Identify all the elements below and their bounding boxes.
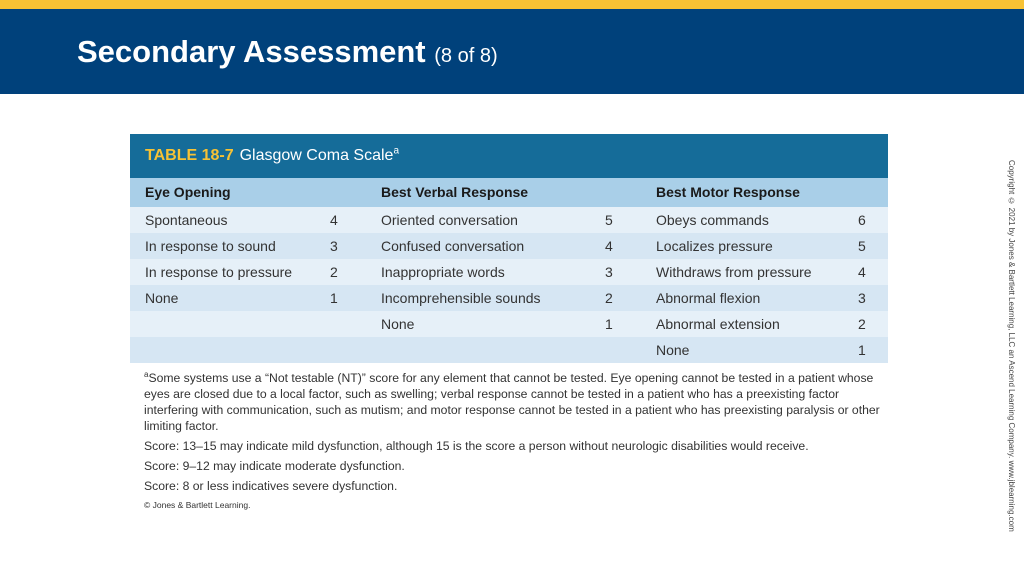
- motor-score: 4: [858, 264, 866, 280]
- motor-cell: Abnormal extension: [656, 316, 780, 332]
- verbal-score: 3: [605, 264, 613, 280]
- eye-score: [330, 337, 366, 363]
- table-title-bar: TABLE 18-7 Glasgow Coma Scalea: [130, 134, 888, 178]
- table-footnote: aSome systems use a “Not testable (NT)” …: [144, 370, 884, 434]
- score-moderate: Score: 9–12 may indicate moderate dysfun…: [144, 459, 405, 473]
- table-credit: © Jones & Bartlett Learning.: [144, 500, 251, 510]
- motor-cell: Obeys commands: [656, 212, 769, 228]
- copyright-notice: Copyright © 2021 by Jones & Bartlett Lea…: [1007, 160, 1016, 532]
- slide-title: Secondary Assessment (8 of 8): [77, 34, 498, 74]
- header-motor-response: Best Motor Response: [656, 184, 800, 200]
- eye-score: [330, 311, 366, 337]
- eye-score: 2: [330, 264, 338, 280]
- footnote-text: Some systems use a “Not testable (NT)” s…: [144, 371, 880, 433]
- verbal-cell: [366, 337, 605, 363]
- verbal-cell: Oriented conversation: [381, 212, 518, 228]
- motor-cell: Withdraws from pressure: [656, 264, 812, 280]
- table-header-row: Eye Opening Best Verbal Response Best Mo…: [130, 178, 888, 207]
- verbal-score: 4: [605, 238, 613, 254]
- verbal-cell: None: [381, 316, 415, 332]
- table-row: None 1 Abnormal extension 2: [130, 311, 888, 337]
- motor-score: 6: [858, 212, 866, 228]
- motor-score: 5: [858, 238, 866, 254]
- verbal-cell: Confused conversation: [381, 238, 525, 254]
- slide-header: [0, 9, 1024, 94]
- table-row: In response to pressure 2 Inappropriate …: [130, 259, 888, 285]
- motor-score: 1: [858, 342, 866, 358]
- verbal-score: [605, 337, 641, 363]
- table-caption-footnote-mark: a: [393, 145, 400, 157]
- eye-cell: In response to pressure: [145, 264, 293, 280]
- motor-score: 2: [858, 316, 866, 332]
- eye-cell: [130, 311, 330, 337]
- motor-score: 3: [858, 290, 866, 306]
- top-accent-stripe: [0, 0, 1024, 9]
- slide-title-text: Secondary Assessment: [77, 34, 426, 69]
- table-row: Spontaneous 4 Oriented conversation 5 Ob…: [130, 207, 888, 233]
- glasgow-coma-table: TABLE 18-7 Glasgow Coma Scalea Eye Openin…: [130, 134, 888, 363]
- eye-score: 3: [330, 238, 338, 254]
- eye-cell: Spontaneous: [145, 212, 228, 228]
- verbal-cell: Incomprehensible sounds: [381, 290, 541, 306]
- header-eye-opening: Eye Opening: [145, 184, 231, 200]
- table-notes: aSome systems use a “Not testable (NT)” …: [144, 370, 884, 511]
- eye-score: 4: [330, 212, 338, 228]
- motor-cell: Localizes pressure: [656, 238, 773, 254]
- table-number: TABLE 18-7: [145, 147, 234, 164]
- footnote-mark: a: [144, 369, 149, 379]
- eye-score: 1: [330, 290, 338, 306]
- verbal-score: 2: [605, 290, 613, 306]
- header-verbal-response: Best Verbal Response: [381, 184, 529, 200]
- verbal-cell: Inappropriate words: [381, 264, 505, 280]
- table-row: None 1: [130, 337, 888, 363]
- table-caption: Glasgow Coma Scale: [239, 147, 394, 164]
- table-row: In response to sound 3 Confused conversa…: [130, 233, 888, 259]
- table-row: None 1 Incomprehensible sounds 2 Abnorma…: [130, 285, 888, 311]
- motor-cell: Abnormal flexion: [656, 290, 761, 306]
- eye-cell: In response to sound: [145, 238, 276, 254]
- motor-cell: None: [656, 342, 690, 358]
- verbal-score: 1: [605, 316, 613, 332]
- score-mild: Score: 13–15 may indicate mild dysfuncti…: [144, 439, 809, 453]
- score-severe: Score: 8 or less indicatives severe dysf…: [144, 479, 398, 493]
- slide-subtitle: (8 of 8): [434, 45, 498, 67]
- eye-cell: [130, 337, 330, 363]
- eye-cell: None: [145, 290, 179, 306]
- verbal-score: 5: [605, 212, 613, 228]
